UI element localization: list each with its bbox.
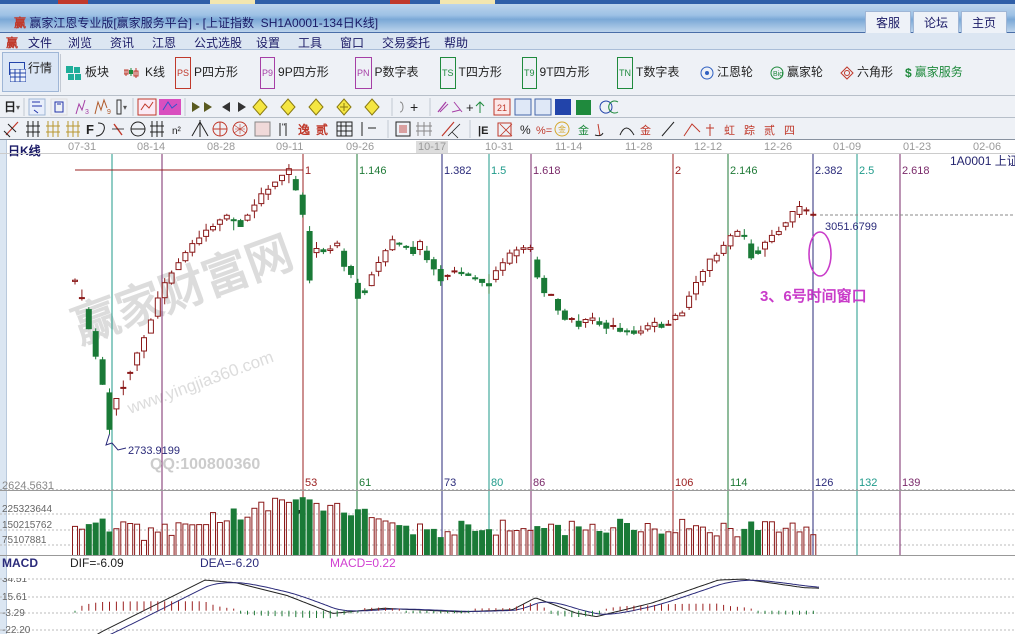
svg-text:80: 80 bbox=[491, 477, 503, 489]
svg-text:踪: 踪 bbox=[744, 123, 755, 137]
svg-text:34.51: 34.51 bbox=[2, 578, 27, 585]
svg-text:贰: 贰 bbox=[764, 123, 775, 137]
svg-text:▾: ▾ bbox=[123, 103, 127, 112]
svg-text:QQ:100800360: QQ:100800360 bbox=[150, 456, 260, 473]
svg-text:+: + bbox=[466, 100, 474, 115]
svg-text:四: 四 bbox=[784, 125, 795, 137]
svg-text:139: 139 bbox=[902, 477, 920, 489]
svg-text:%=: %= bbox=[536, 125, 552, 137]
svg-text:虹: 虹 bbox=[724, 124, 735, 137]
svg-text:75107881: 75107881 bbox=[2, 535, 47, 546]
svg-text:": " bbox=[282, 122, 285, 132]
svg-text:赢家财富网: 赢家财富网 bbox=[66, 226, 300, 354]
svg-text:贰: 贰 bbox=[316, 122, 328, 137]
svg-text:2: 2 bbox=[675, 165, 681, 177]
svg-text:126: 126 bbox=[815, 477, 833, 489]
svg-text:61: 61 bbox=[359, 477, 371, 489]
svg-text:225323644: 225323644 bbox=[2, 504, 52, 515]
svg-text:Big: Big bbox=[773, 71, 783, 78]
svg-text:15.61: 15.61 bbox=[2, 592, 27, 603]
svg-text:9: 9 bbox=[107, 109, 111, 116]
svg-text:1: 1 bbox=[305, 165, 311, 177]
svg-text:▾: ▾ bbox=[16, 103, 20, 112]
svg-text:-3.29: -3.29 bbox=[2, 608, 25, 619]
svg-text:日: 日 bbox=[4, 100, 16, 114]
svg-text:1.382: 1.382 bbox=[444, 165, 472, 177]
svg-text:-22.20: -22.20 bbox=[2, 625, 31, 634]
svg-text:2.5: 2.5 bbox=[859, 165, 874, 177]
svg-text:%: % bbox=[520, 123, 531, 137]
svg-text:逸: 逸 bbox=[298, 122, 310, 137]
svg-text:53: 53 bbox=[305, 477, 317, 489]
svg-text:3051.6799: 3051.6799 bbox=[825, 221, 877, 233]
svg-text:1.618: 1.618 bbox=[533, 165, 561, 177]
svg-text:金: 金 bbox=[558, 124, 566, 134]
svg-text:2.618: 2.618 bbox=[902, 165, 930, 177]
svg-text:n²: n² bbox=[172, 126, 182, 137]
svg-text:2.146: 2.146 bbox=[730, 165, 758, 177]
svg-text:2624.5631: 2624.5631 bbox=[2, 480, 54, 491]
svg-text:132: 132 bbox=[859, 477, 877, 489]
svg-text:1.5: 1.5 bbox=[491, 165, 506, 177]
svg-text:3: 3 bbox=[85, 109, 89, 116]
svg-text:1.146: 1.146 bbox=[359, 165, 387, 177]
svg-text:73: 73 bbox=[444, 477, 456, 489]
svg-text:21: 21 bbox=[497, 103, 507, 113]
svg-text:金: 金 bbox=[640, 123, 651, 137]
svg-text:|E: |E bbox=[478, 125, 488, 137]
svg-text:114: 114 bbox=[730, 477, 748, 489]
svg-text:150215762: 150215762 bbox=[2, 520, 52, 531]
svg-text:www.yingjia360.com: www.yingjia360.com bbox=[124, 347, 276, 418]
svg-text:F: F bbox=[86, 122, 94, 137]
svg-text:+: + bbox=[410, 99, 418, 115]
svg-text:1A0001 上证指数: 1A0001 上证指数 bbox=[950, 154, 1015, 168]
svg-text:2.382: 2.382 bbox=[815, 165, 843, 177]
svg-text:3、6号时间窗口: 3、6号时间窗口 bbox=[760, 287, 867, 305]
svg-text:金: 金 bbox=[578, 123, 589, 137]
svg-text:106: 106 bbox=[675, 477, 693, 489]
svg-text:86: 86 bbox=[533, 477, 545, 489]
